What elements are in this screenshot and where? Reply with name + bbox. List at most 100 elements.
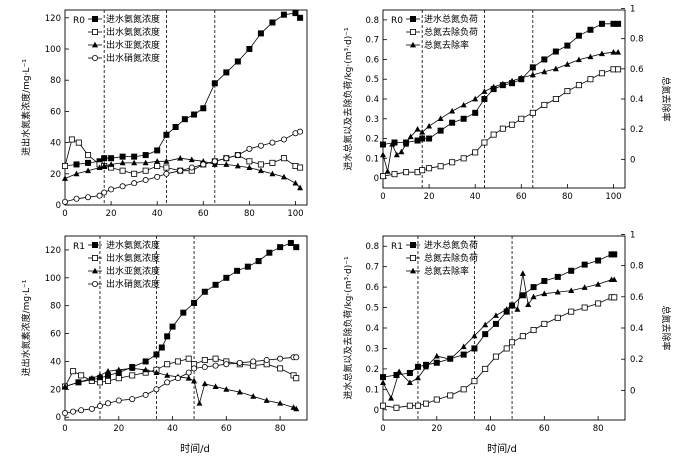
data-point	[257, 167, 264, 174]
data-point	[211, 158, 218, 165]
legend-marker	[409, 254, 416, 261]
legend-item: 出水亚氮浓度	[88, 39, 160, 51]
data-point	[460, 101, 467, 108]
panel-label: R1	[391, 242, 403, 252]
x-tick-label: 40	[167, 424, 178, 434]
legend-marker	[92, 15, 99, 22]
legend-item: 进水总氮负荷	[406, 13, 478, 25]
x-tick-label: 60	[516, 192, 527, 202]
data-point	[552, 96, 559, 103]
legend-label: 出水亚氮浓度	[106, 39, 160, 51]
legend-item: 总氮去除率	[406, 265, 469, 277]
y-axis-title: 进水总氮以及去除负荷/kg·(m³·d)⁻¹	[342, 27, 354, 171]
series-2	[62, 355, 300, 390]
data-point	[196, 400, 203, 406]
legend-item: 进水氨氮浓度	[88, 239, 160, 251]
data-point	[68, 136, 75, 143]
legend-item: 总氮去除负荷	[406, 26, 478, 38]
data-point	[518, 115, 525, 122]
legend-label: 进水氨氮浓度	[106, 13, 160, 25]
data-point	[131, 170, 138, 177]
data-point	[490, 131, 497, 138]
legend-marker	[409, 28, 416, 35]
data-point	[406, 369, 413, 376]
data-point	[164, 333, 171, 340]
x-tick-label: 20	[431, 424, 442, 434]
data-point	[181, 116, 188, 123]
data-point	[519, 292, 526, 299]
x-tick-label: 0	[62, 209, 67, 219]
y-axis-title: 进出水氮素浓度/mg·L⁻¹	[20, 59, 32, 156]
data-point	[174, 375, 181, 382]
data-point	[414, 363, 421, 370]
data-point	[101, 189, 108, 196]
legend-label: 总氮去除负荷	[424, 252, 478, 264]
legend-label: 进水总氮负荷	[424, 13, 478, 25]
data-point	[266, 249, 273, 256]
data-point	[96, 379, 103, 386]
data-point	[85, 152, 92, 159]
data-point	[398, 148, 405, 155]
y-tick-label: 40	[50, 357, 61, 367]
legend-label: 出水硝氮浓度	[106, 278, 160, 290]
data-point	[509, 77, 516, 84]
data-point	[437, 115, 444, 122]
data-point	[297, 184, 304, 191]
y2-tick-label: 0	[630, 155, 635, 165]
data-point	[393, 404, 400, 411]
x-tick-label: 0	[380, 192, 385, 202]
data-point	[481, 88, 488, 94]
data-point	[85, 167, 92, 174]
data-point	[423, 363, 430, 370]
y-tick-label: 0.8	[365, 16, 379, 26]
legend-item: 出水硝氮浓度	[88, 278, 160, 290]
data-point	[419, 128, 426, 135]
data-point	[482, 331, 489, 338]
data-point	[554, 273, 561, 280]
data-point	[518, 74, 525, 81]
data-point	[73, 161, 80, 168]
legend-marker	[92, 241, 99, 248]
data-point	[255, 258, 262, 265]
data-point	[177, 155, 184, 161]
y-tick-label: 0.1	[365, 154, 379, 164]
data-point	[96, 192, 103, 199]
y-tick-label: 80	[50, 76, 61, 86]
data-point	[568, 308, 575, 315]
data-point	[552, 48, 559, 55]
data-point	[525, 301, 532, 308]
series-2	[379, 66, 622, 180]
data-point	[414, 125, 421, 132]
data-point	[185, 355, 192, 362]
y-tick-label: 60	[50, 330, 61, 340]
data-point	[200, 105, 207, 112]
data-point	[154, 162, 161, 169]
data-point	[163, 164, 170, 171]
y-tick-label: 0.1	[365, 385, 379, 395]
data-point	[62, 175, 68, 181]
data-point	[297, 164, 304, 171]
data-point	[212, 362, 219, 369]
y-tick-label: 0.2	[365, 365, 379, 375]
data-point	[598, 70, 605, 77]
data-point	[575, 82, 582, 89]
legend-label: 出水亚氮浓度	[106, 265, 160, 277]
data-point	[96, 372, 103, 378]
data-point	[246, 145, 253, 152]
data-point	[598, 20, 605, 27]
data-point	[293, 244, 300, 251]
data-point	[499, 125, 506, 132]
x-tick-label: 60	[221, 424, 232, 434]
data-point	[403, 141, 410, 147]
data-point	[433, 396, 440, 403]
x-axis-title-left: 时间/d	[180, 442, 210, 455]
x-tick-label: 0	[62, 424, 67, 434]
data-point	[472, 95, 479, 102]
data-point	[250, 393, 257, 399]
y-tick-label: 0.4	[365, 324, 379, 334]
data-point	[472, 149, 479, 156]
panel-label: R0	[391, 16, 403, 26]
data-point	[426, 165, 433, 172]
data-point	[503, 306, 510, 312]
data-point	[575, 32, 582, 39]
